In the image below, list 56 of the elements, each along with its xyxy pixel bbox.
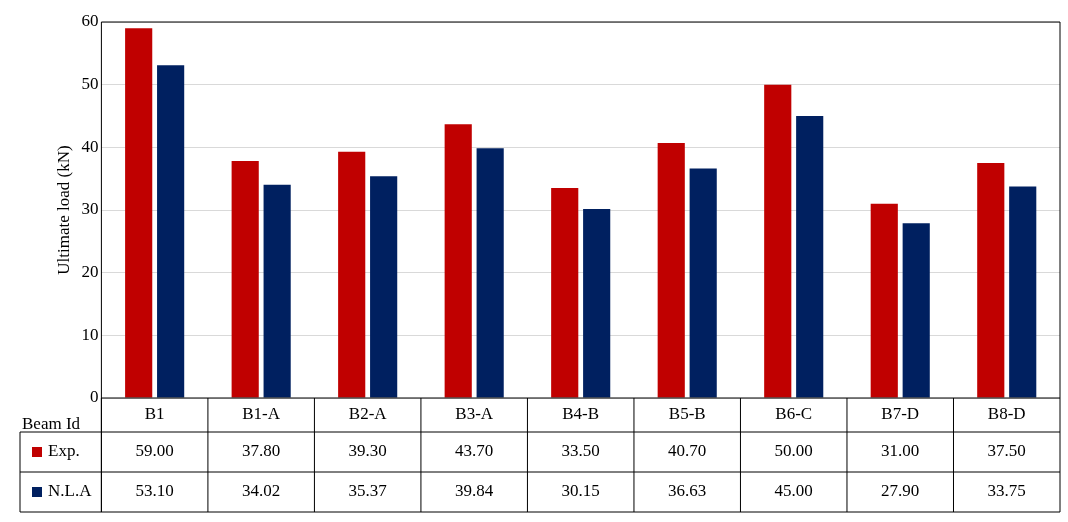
bar	[476, 148, 504, 398]
data-label: 35.37	[348, 481, 388, 501]
data-label: 34.02	[242, 481, 281, 501]
data-label: 45.00	[774, 481, 813, 501]
x-tick-label: B5-B	[668, 404, 706, 424]
bar	[263, 184, 291, 398]
bar	[157, 65, 185, 398]
y-axis-title: Ultimate load (kN)	[53, 145, 73, 275]
bar	[977, 163, 1005, 398]
data-label: 40.70	[668, 441, 707, 461]
data-label: 43.70	[455, 441, 494, 461]
bar	[583, 209, 611, 398]
bar	[870, 203, 898, 398]
data-label: 39.30	[348, 441, 387, 461]
legend-label: N.L.A	[48, 481, 93, 501]
data-label: 36.63	[668, 481, 707, 501]
x-tick-label: B4-B	[562, 404, 600, 424]
bar	[231, 161, 259, 398]
bar	[444, 124, 472, 398]
bar	[902, 223, 930, 398]
y-tick-label: 50	[81, 74, 99, 94]
y-tick-label: 30	[81, 199, 99, 219]
x-axis-title: Beam Id	[22, 414, 81, 434]
data-label: 59.00	[135, 441, 174, 461]
x-tick-label: B3-A	[455, 404, 494, 424]
legend-label: Exp.	[48, 441, 80, 461]
x-tick-label: B8-D	[987, 404, 1026, 424]
data-label: 27.90	[881, 481, 920, 501]
bar	[370, 176, 398, 398]
bar	[338, 151, 366, 398]
bar	[125, 28, 153, 398]
bar	[764, 84, 792, 398]
data-label: 33.75	[987, 481, 1026, 501]
x-tick-label: B6-C	[775, 404, 813, 424]
x-tick-label: B1	[144, 404, 165, 424]
data-label: 39.84	[455, 481, 494, 501]
bar	[551, 188, 579, 398]
data-label: 50.00	[774, 441, 813, 461]
data-label: 30.15	[561, 481, 600, 501]
y-tick-label: 40	[81, 136, 99, 156]
y-tick-label: 20	[81, 262, 99, 282]
x-tick-label: B2-A	[348, 404, 388, 424]
bar	[689, 168, 717, 398]
y-tick-label: 0	[89, 387, 99, 407]
x-tick-label: B1-A	[242, 404, 281, 424]
bar	[657, 142, 685, 398]
y-tick-label: 10	[81, 324, 99, 344]
bar	[1009, 186, 1037, 398]
bar	[796, 116, 824, 398]
data-label: 37.80	[242, 441, 281, 461]
data-label: 33.50	[561, 441, 600, 461]
data-label: 53.10	[135, 481, 174, 501]
x-tick-label: B7-D	[881, 404, 920, 424]
data-label: 37.50	[987, 441, 1026, 461]
data-label: 31.00	[881, 441, 920, 461]
y-tick-label: 60	[81, 11, 99, 31]
